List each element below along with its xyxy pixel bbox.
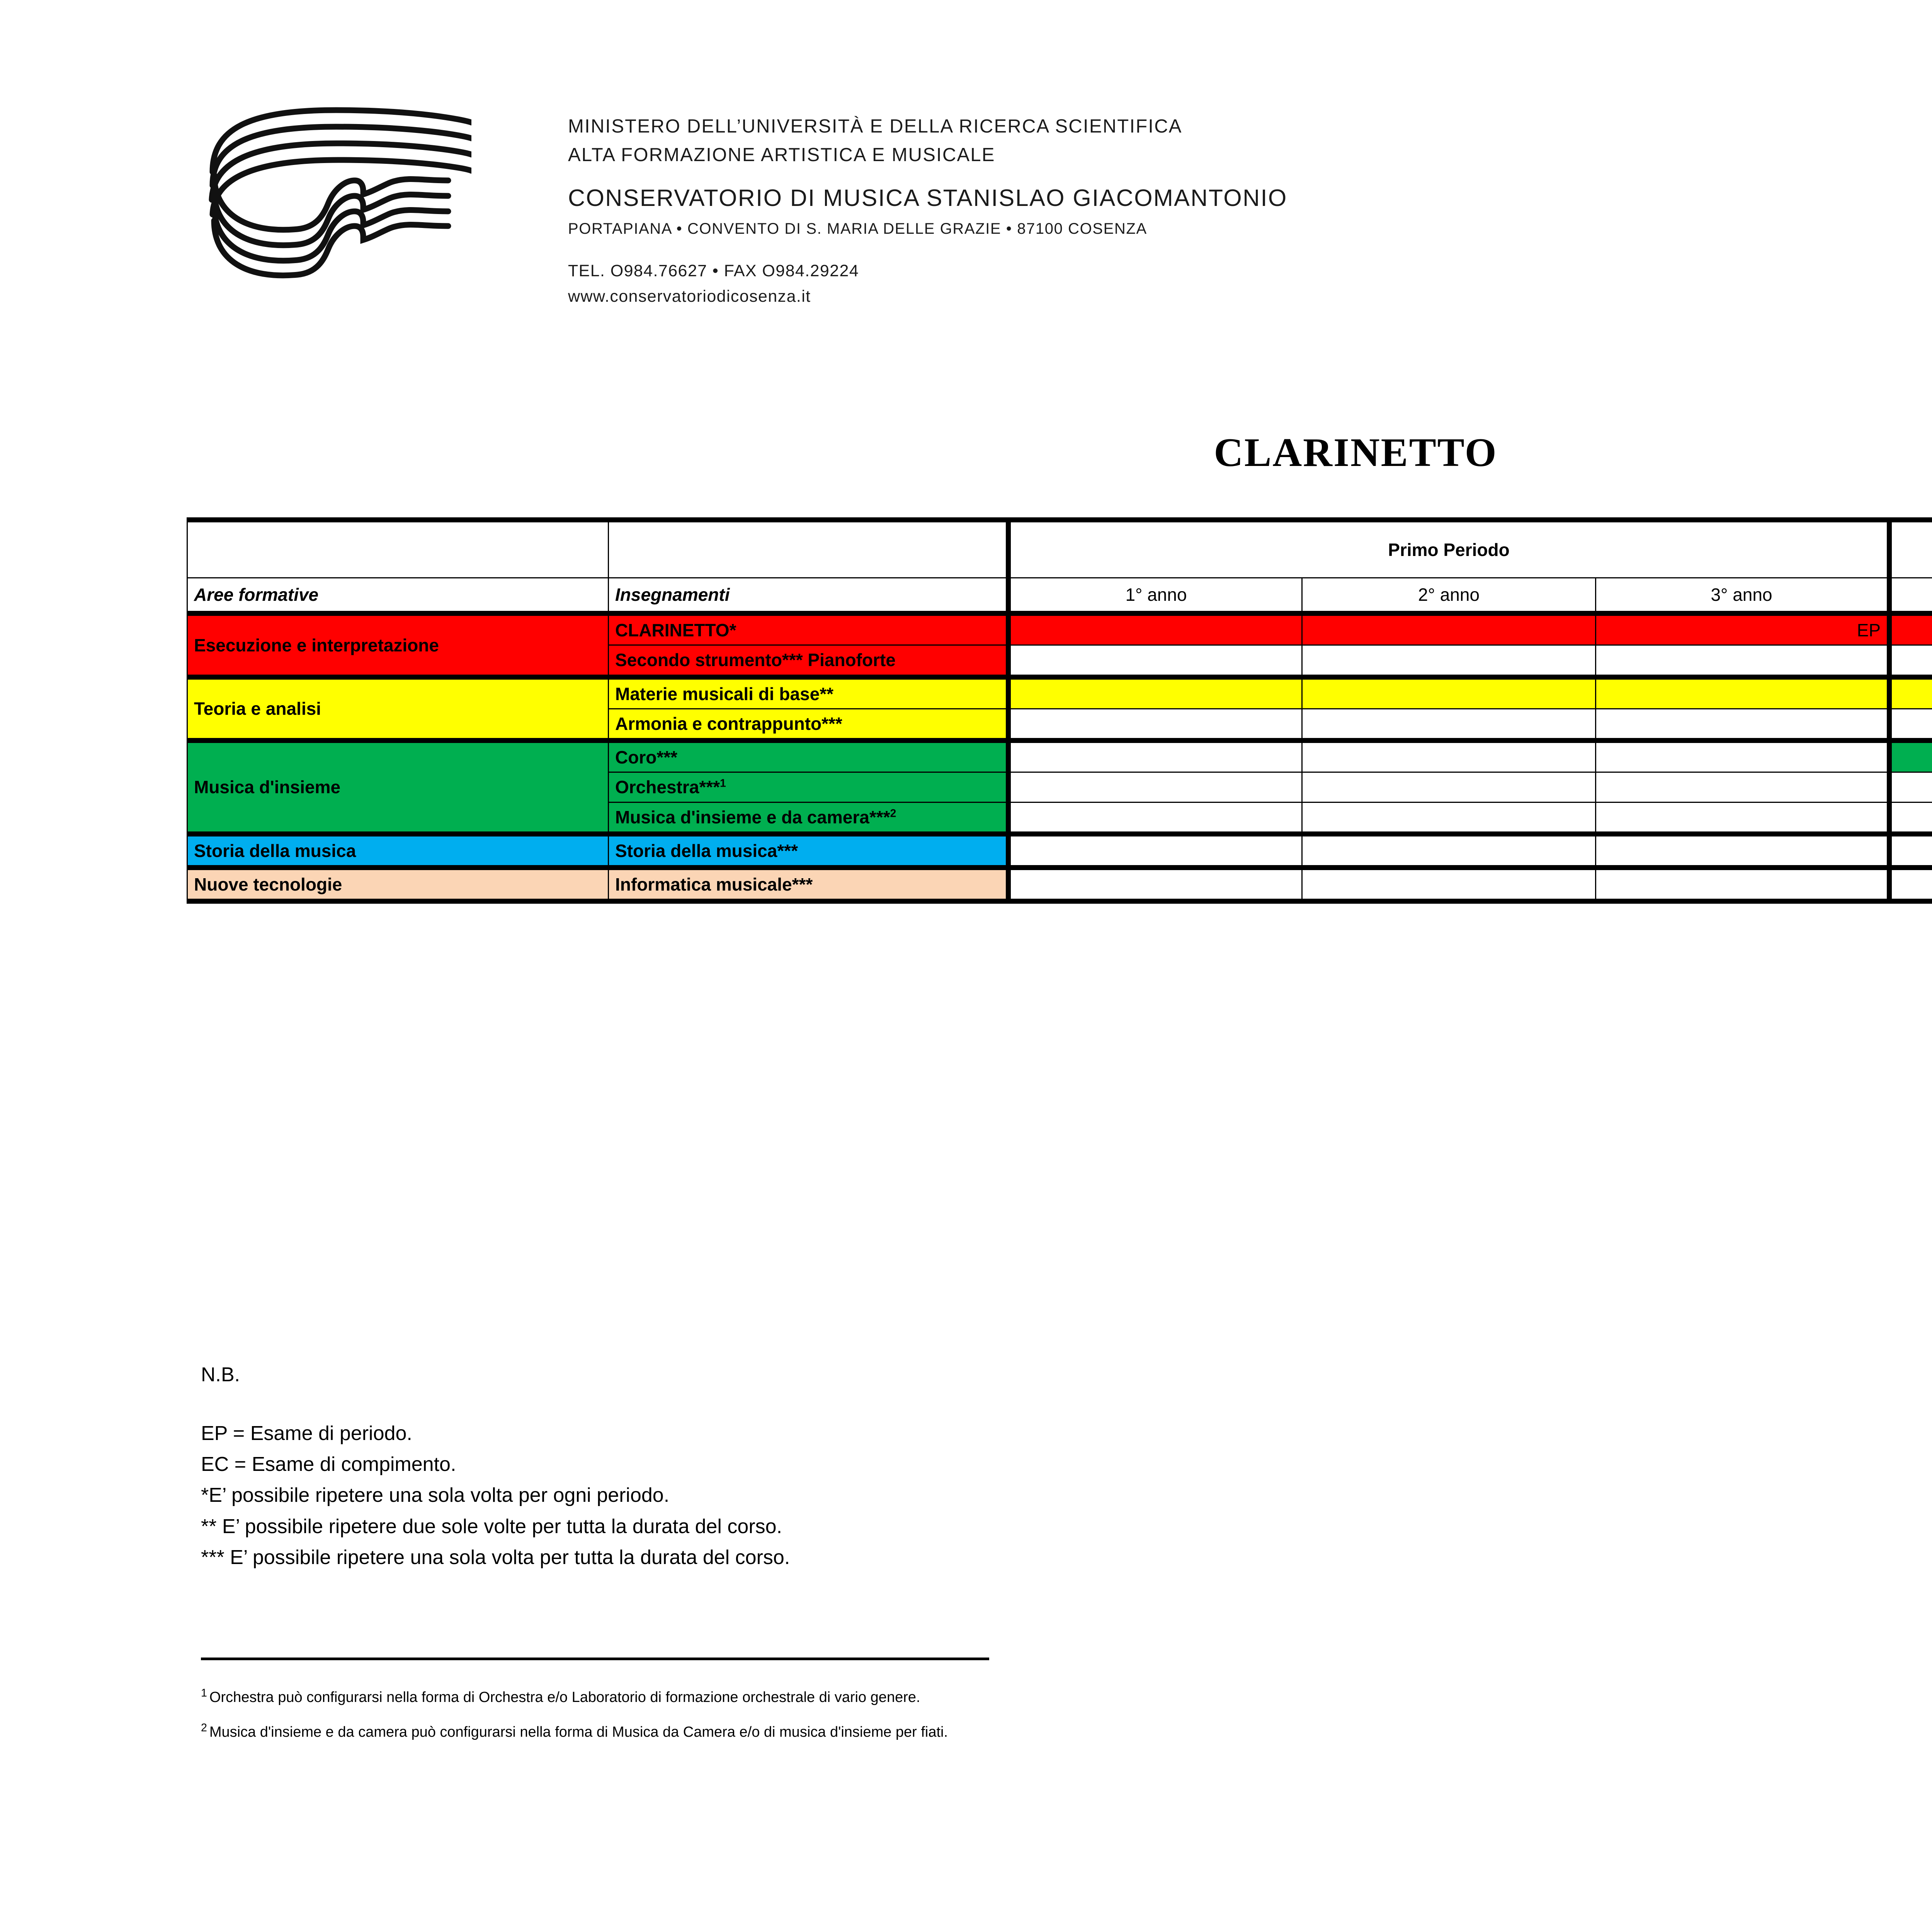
- area-cell-1: Esecuzione e interpretazione: [187, 611, 609, 678]
- table-row: Armonia e contrappunto***EC: [187, 708, 1932, 741]
- note-line-4: ** E’ possibile ripetere due sole volte …: [201, 1515, 782, 1538]
- insegnamento-cell: Coro***: [608, 738, 1009, 773]
- exam-cell-p1-y1: [1006, 674, 1303, 709]
- area-cell-4: Storia della musica: [187, 831, 609, 869]
- notes-block: N.B. EP = Esame di periodo. EC = Esame di…: [201, 1364, 790, 1578]
- study-plan-table-wrapper: Primo PeriodoSecondo PeriodoTerzo period…: [187, 517, 1932, 904]
- note-line-1: EP = Esame di periodo.: [201, 1422, 412, 1445]
- exam-cell-p2-y4: [1887, 644, 1932, 678]
- table-row: Storia della musica Storia della musica**…: [187, 831, 1932, 869]
- exam-cell-p1-y2: [1301, 772, 1596, 803]
- insegnamento-cell: Informatica musicale***: [608, 865, 1009, 904]
- exam-cell-p1-y1: [1006, 708, 1303, 741]
- year-header-p1-col2: 2° anno: [1301, 577, 1596, 614]
- exam-cell-p1-y1: [1006, 772, 1303, 803]
- area-cell-3: Musica d'insieme: [187, 738, 609, 835]
- insegnamento-cell: Storia della musica***: [608, 831, 1009, 869]
- table-row: Teoria e analisi Materie musicali di base…: [187, 674, 1932, 741]
- table-header-years-row: Aree formative Insegnamenti 1° anno 2° anno…: [187, 577, 1932, 614]
- exam-cell-p1-y2: [1301, 801, 1596, 835]
- insegnamento-cell: Secondo strumento*** Pianoforte: [608, 644, 1009, 678]
- header-aree-formative: Aree formative: [187, 577, 609, 614]
- exam-cell-p1-y1: [1006, 644, 1303, 678]
- period-header-2: Secondo Periodo: [1886, 517, 1932, 578]
- year-header-p1-col3: 3° anno: [1595, 577, 1890, 614]
- note-line-3: *E’ possibile ripetere una sola volta pe…: [201, 1484, 670, 1507]
- header-blank-insegnamenti: [608, 517, 1009, 578]
- exam-cell-p1-y1: [1006, 831, 1303, 869]
- exam-cell-p1-y2: [1301, 674, 1596, 709]
- exam-cell-p2-y4: EC: [1887, 674, 1932, 709]
- exam-cell-p1-y3: [1595, 801, 1890, 835]
- note-line-5: *** E’ possibile ripetere una sola volta…: [201, 1546, 790, 1569]
- note-line-2: EC = Esame di compimento.: [201, 1453, 456, 1476]
- exam-cell-p2-y4: [1887, 610, 1932, 646]
- letterhead-ministry-line-2: ALTA FORMAZIONE ARTISTICA E MUSICALE: [568, 145, 995, 165]
- exam-cell-p1-y2: [1301, 708, 1596, 741]
- table-header-periods-row: Primo PeriodoSecondo PeriodoTerzo period…: [187, 517, 1932, 578]
- header-insegnamenti: Insegnamenti: [608, 577, 1009, 614]
- insegnamento-cell: Orchestra***1: [608, 772, 1009, 803]
- footnote-ref-1: 1: [720, 777, 726, 790]
- footnote-separator-rule: [201, 1658, 989, 1660]
- exam-cell-p1-y2: [1301, 738, 1596, 773]
- exam-cell-p1-y2: [1301, 644, 1596, 678]
- insegnamento-cell: CLARINETTO*: [608, 610, 1009, 646]
- period-header-1: Primo Periodo: [1006, 517, 1890, 578]
- table-row: Secondo strumento*** PianoforteEC: [187, 644, 1932, 678]
- exam-cell-p1-y3: [1595, 644, 1890, 678]
- letterhead: MINISTERO DELL’UNIVERSITÀ E DELLA RICERC…: [201, 99, 1287, 309]
- letterhead-website: www.conservatoriodicosenza.it: [568, 287, 811, 306]
- exam-cell-p1-y3: [1595, 865, 1890, 904]
- area-cell-2: Teoria e analisi: [187, 674, 609, 741]
- exam-cell-p1-y3: [1595, 738, 1890, 773]
- footnote-ref-2: 2: [890, 807, 896, 820]
- exam-cell-p1-y1: [1006, 738, 1303, 773]
- insegnamento-cell: Materie musicali di base**: [608, 674, 1009, 709]
- exam-cell-p2-y4: [1887, 831, 1932, 869]
- footnote-2: 2 Musica d'insieme e da camera può config…: [201, 1721, 948, 1740]
- exam-cell-p2-y4: [1887, 708, 1932, 741]
- footnote-marker-2: 2: [201, 1721, 207, 1734]
- insegnamento-cell: Musica d'insieme e da camera***2: [608, 801, 1009, 835]
- letterhead-institution-name: CONSERVATORIO DI MUSICA STANISLAO GIACOM…: [568, 185, 1287, 211]
- area-cell-5: Nuove tecnologie: [187, 865, 609, 904]
- exam-cell-p1-y1: [1006, 865, 1303, 904]
- exam-cell-p1-y2: [1301, 865, 1596, 904]
- year-header-p1-col1: 1° anno: [1006, 577, 1303, 614]
- table-row: Musica d'insieme e da camera***2EC: [187, 801, 1932, 835]
- footnotes-block: 1 Orchestra può configurarsi nella forma …: [201, 1688, 948, 1758]
- header-blank-area: [187, 517, 609, 578]
- letterhead-phone-fax: TEL. O984.76627 • FAX O984.29224: [568, 262, 859, 280]
- conservatorio-staff-logo-icon: [201, 99, 471, 280]
- exam-cell-p1-y1: [1006, 610, 1303, 646]
- exam-cell-p2-y4: [1887, 772, 1932, 803]
- notes-heading: N.B.: [201, 1363, 240, 1386]
- exam-cell-p1-y1: [1006, 801, 1303, 835]
- exam-cell-p1-y3: [1595, 708, 1890, 741]
- exam-cell-p1-y3: EP: [1595, 610, 1890, 646]
- exam-cell-p1-y3: [1595, 831, 1890, 869]
- footnote-marker-1: 1: [201, 1687, 207, 1700]
- study-plan-table: Primo PeriodoSecondo PeriodoTerzo period…: [187, 517, 1932, 904]
- exam-cell-p2-y4: [1887, 801, 1932, 835]
- exam-cell-p1-y3: [1595, 772, 1890, 803]
- exam-cell-p2-y4: [1887, 738, 1932, 773]
- exam-cell-p1-y2: [1301, 831, 1596, 869]
- table-row: Orchestra***1Senza EC: [187, 772, 1932, 803]
- footnote-1: 1 Orchestra può configurarsi nella forma …: [201, 1687, 920, 1705]
- letterhead-ministry-line-1: MINISTERO DELL’UNIVERSITÀ E DELLA RICERC…: [568, 116, 1182, 137]
- page-title: CLARINETTO: [1214, 430, 1498, 475]
- letterhead-address: PORTAPIANA • CONVENTO DI S. MARIA DELLE …: [568, 220, 1147, 237]
- year-header-p2-col4: 1° anno: [1887, 577, 1932, 614]
- exam-cell-p2-y4: [1887, 865, 1932, 904]
- exam-cell-p1-y2: [1301, 610, 1596, 646]
- insegnamento-cell: Armonia e contrappunto***: [608, 708, 1009, 741]
- exam-cell-p1-y3: [1595, 674, 1890, 709]
- table-row: Esecuzione e interpretazione CLARINETTO* E…: [187, 610, 1932, 678]
